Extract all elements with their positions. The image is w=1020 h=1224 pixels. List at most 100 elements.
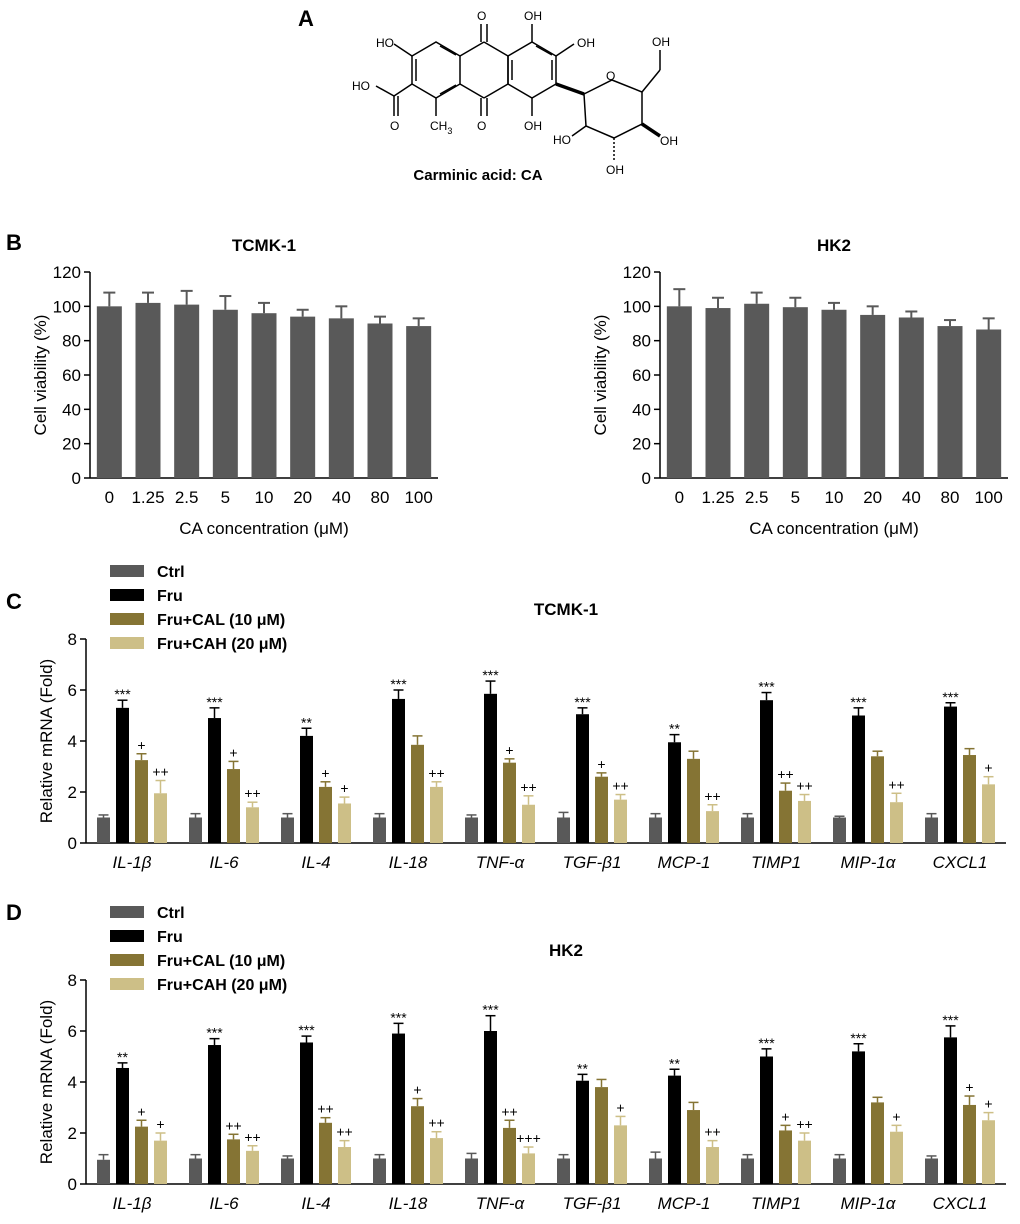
bar-cal <box>319 1122 332 1184</box>
y-tick-label: 4 <box>68 732 77 751</box>
c-glycoside-wedge <box>555 82 585 96</box>
significance-plus: + <box>892 1108 900 1124</box>
bar-ctrl <box>465 817 478 843</box>
x-tick-label: 100 <box>404 488 432 507</box>
significance-plus: ++ <box>796 1116 812 1132</box>
significance-mark: *** <box>206 694 223 710</box>
bar-cal <box>779 1130 792 1184</box>
bar-fru <box>392 698 405 843</box>
panel-a-letter: A <box>298 6 314 31</box>
x-tick-label: 10 <box>255 488 274 507</box>
right-ring <box>507 41 557 99</box>
significance-plus: +++ <box>516 1130 541 1146</box>
atom-labels: HO O OH OH OH O HO O CH3 O OH HO OH OH <box>352 9 678 177</box>
atom-ch3: CH3 <box>430 119 452 136</box>
x-tick-label: 40 <box>332 488 351 507</box>
legend-swatch-cal <box>110 613 144 625</box>
bar-cah <box>890 1131 903 1184</box>
bar-ctrl <box>741 1158 754 1184</box>
bar-cal <box>135 1126 148 1184</box>
y-tick-label: 8 <box>68 630 77 649</box>
bar-cal <box>503 1127 516 1184</box>
y-tick-label: 2 <box>68 783 77 802</box>
x-tick-label: 5 <box>791 488 800 507</box>
significance-mark: *** <box>114 686 131 702</box>
chart-b-hk2: HK2 0 20 40 60 80 100 120 Cell viability (%) 0 1.2… <box>591 236 1008 538</box>
bar-ctrl <box>465 1158 478 1184</box>
legend-label-cal: Fru+CAL (10 μM) <box>157 612 285 629</box>
significance-plus: ++ <box>501 1103 517 1119</box>
bar <box>666 306 692 478</box>
bar <box>328 318 354 478</box>
significance-mark: ** <box>117 1049 128 1065</box>
bar-ctrl <box>925 817 938 843</box>
bar-ctrl <box>97 1159 110 1184</box>
x-gene-label: MCP-1 <box>658 853 711 872</box>
x-axis-label: CA concentration (μM) <box>749 519 918 538</box>
x-gene-label: IL-1β <box>112 853 151 872</box>
atom-ho-sugar: HO <box>553 133 571 147</box>
significance-plus: ++ <box>704 1124 720 1140</box>
x-gene-label: TIMP1 <box>751 1194 801 1213</box>
x-gene-label: TNF-α <box>476 853 526 872</box>
bar-cal <box>411 744 424 843</box>
bar-fru <box>300 1042 313 1184</box>
y-tick-label: 0 <box>642 469 651 488</box>
bar-cah <box>154 793 167 843</box>
bar-ctrl <box>189 817 202 843</box>
significance-plus: + <box>156 1116 164 1132</box>
bar-cal <box>871 1102 884 1184</box>
bar-fru <box>208 718 221 843</box>
legend-label-fru: Fru <box>157 588 183 605</box>
legend-swatch-cah <box>110 978 144 990</box>
bar-fru <box>668 1075 681 1184</box>
significance-mark: *** <box>758 1035 775 1051</box>
panel-d-letter: D <box>6 900 22 925</box>
bar-cah <box>430 1138 443 1184</box>
significance-plus: + <box>616 1099 624 1115</box>
significance-mark: ** <box>669 721 680 737</box>
significance-plus: ++ <box>777 766 793 782</box>
y-axis-label: Cell viability (%) <box>591 315 610 436</box>
x-tick-label: 10 <box>825 488 844 507</box>
significance-plus: + <box>781 1108 789 1124</box>
atom-oh-right: OH <box>577 36 595 50</box>
bar-cal <box>963 1104 976 1184</box>
x-tick-label: 80 <box>941 488 960 507</box>
legend-swatch-cal <box>110 954 144 966</box>
x-tick-label: 5 <box>221 488 230 507</box>
bar-ctrl <box>189 1158 202 1184</box>
significance-plus: ++ <box>428 765 444 781</box>
bar <box>367 323 393 478</box>
bar-fru <box>760 700 773 843</box>
bar-cal <box>227 1139 240 1184</box>
bar <box>135 302 161 478</box>
bar-cah <box>522 804 535 843</box>
x-gene-label: TGF-β1 <box>563 1194 622 1213</box>
x-gene-label: IL-1β <box>112 1194 151 1213</box>
significance-plus: ++ <box>612 778 628 794</box>
bar-ctrl <box>649 817 662 843</box>
bar-cah <box>982 1120 995 1184</box>
atom-oh-top: OH <box>524 9 542 23</box>
significance-mark: ** <box>301 714 312 730</box>
y-tick-label: 40 <box>62 400 81 419</box>
significance-plus: ++ <box>704 788 720 804</box>
x-gene-label: MIP-1α <box>840 853 896 872</box>
y-tick-label: 80 <box>62 332 81 351</box>
bar <box>251 313 277 478</box>
bar-cal <box>503 762 516 843</box>
bar-fru <box>392 1033 405 1184</box>
x-gene-label: IL-18 <box>389 1194 428 1213</box>
bar-cah <box>614 1125 627 1184</box>
x-tick-label: 20 <box>863 488 882 507</box>
atom-oh-bottom: OH <box>524 119 542 133</box>
significance-plus: + <box>984 760 992 776</box>
atom-oh-sugar-bottom: OH <box>606 163 624 177</box>
significance-plus: + <box>984 1096 992 1112</box>
bar-fru <box>668 742 681 843</box>
bar-cal <box>963 755 976 843</box>
chart-title: TCMK-1 <box>534 600 598 619</box>
